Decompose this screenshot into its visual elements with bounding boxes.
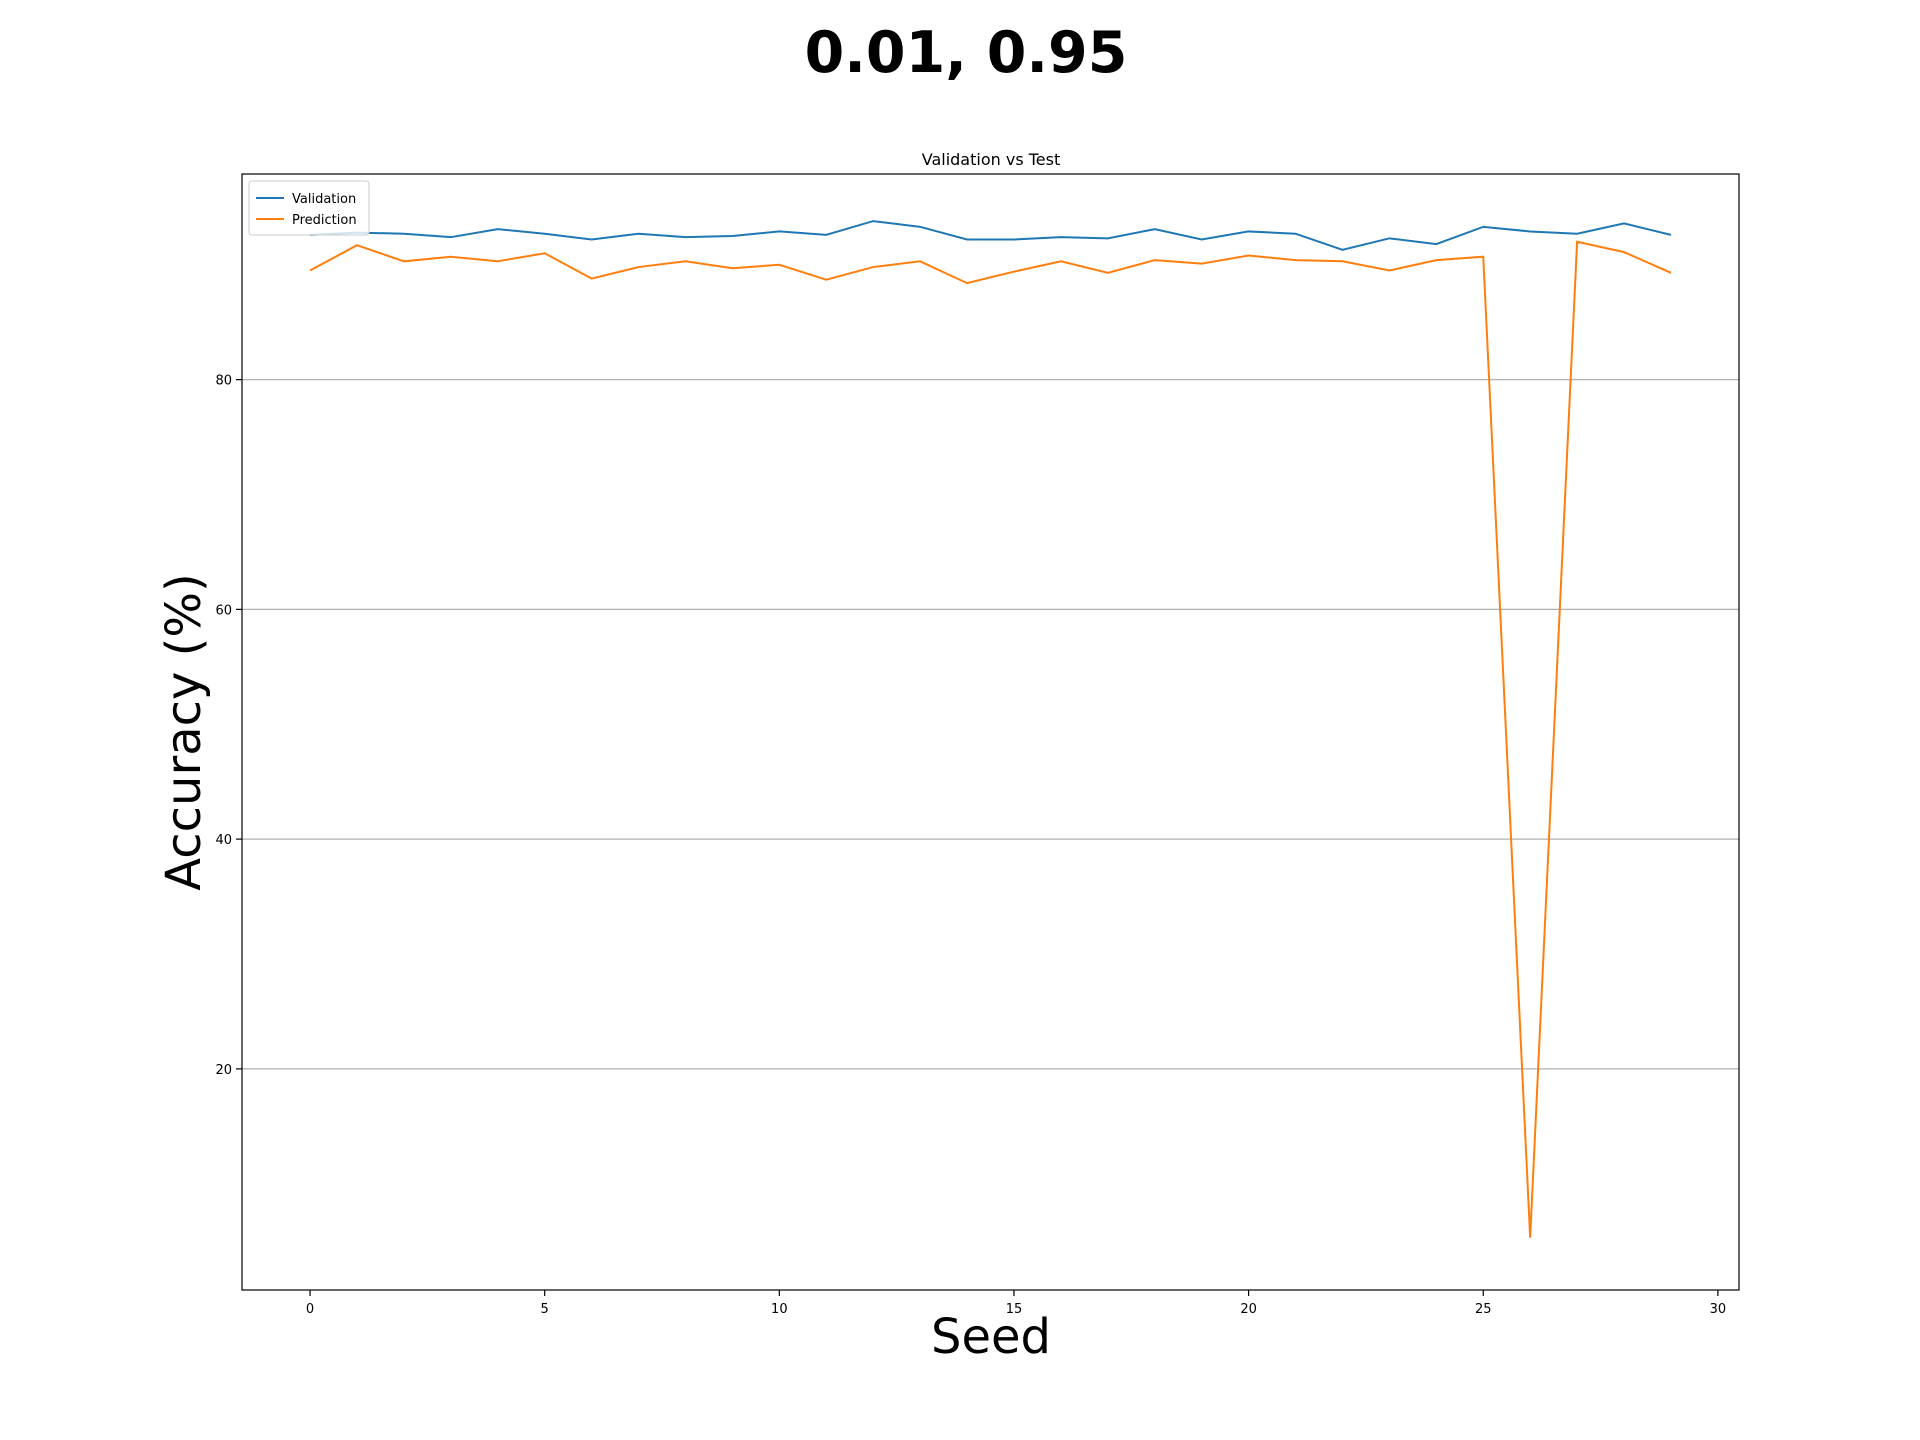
figure-suptitle: 0.01, 0.95 [805, 20, 1128, 86]
legend-box [248, 180, 370, 236]
x-axis-label: Seed [931, 1309, 1051, 1365]
x-axis-ticks: 0 5 10 15 20 25 30 [306, 1290, 1726, 1317]
series-line-validation [310, 220, 1672, 251]
y-axis-ticks: 20 40 60 80 [215, 374, 242, 1078]
y-tick-label-80: 80 [215, 374, 232, 389]
y-tick-label-20: 20 [215, 1063, 232, 1078]
y-gridlines [242, 379, 1739, 1070]
legend: Validation Prediction [248, 180, 370, 236]
plot-area-frame [241, 173, 1740, 1291]
plot-area-background [242, 174, 1739, 1290]
x-tick-label-25: 25 [1475, 1302, 1492, 1317]
legend-label-prediction: Prediction [292, 213, 357, 228]
x-tick-label-0: 0 [306, 1302, 314, 1317]
x-tick-label-15: 15 [1006, 1302, 1023, 1317]
legend-label-validation: Validation [292, 192, 356, 207]
x-tick-label-20: 20 [1240, 1302, 1257, 1317]
y-tick-label-40: 40 [215, 833, 232, 848]
series-line-prediction [309, 240, 1672, 1238]
x-tick-label-10: 10 [771, 1302, 788, 1317]
series-lines [309, 220, 1672, 1238]
y-tick-label-60: 60 [215, 603, 232, 618]
y-axis-label: Accuracy (%) [156, 573, 212, 890]
chart-title: Validation vs Test [922, 150, 1061, 169]
x-tick-label-30: 30 [1710, 1302, 1727, 1317]
x-tick-label-5: 5 [541, 1302, 549, 1317]
